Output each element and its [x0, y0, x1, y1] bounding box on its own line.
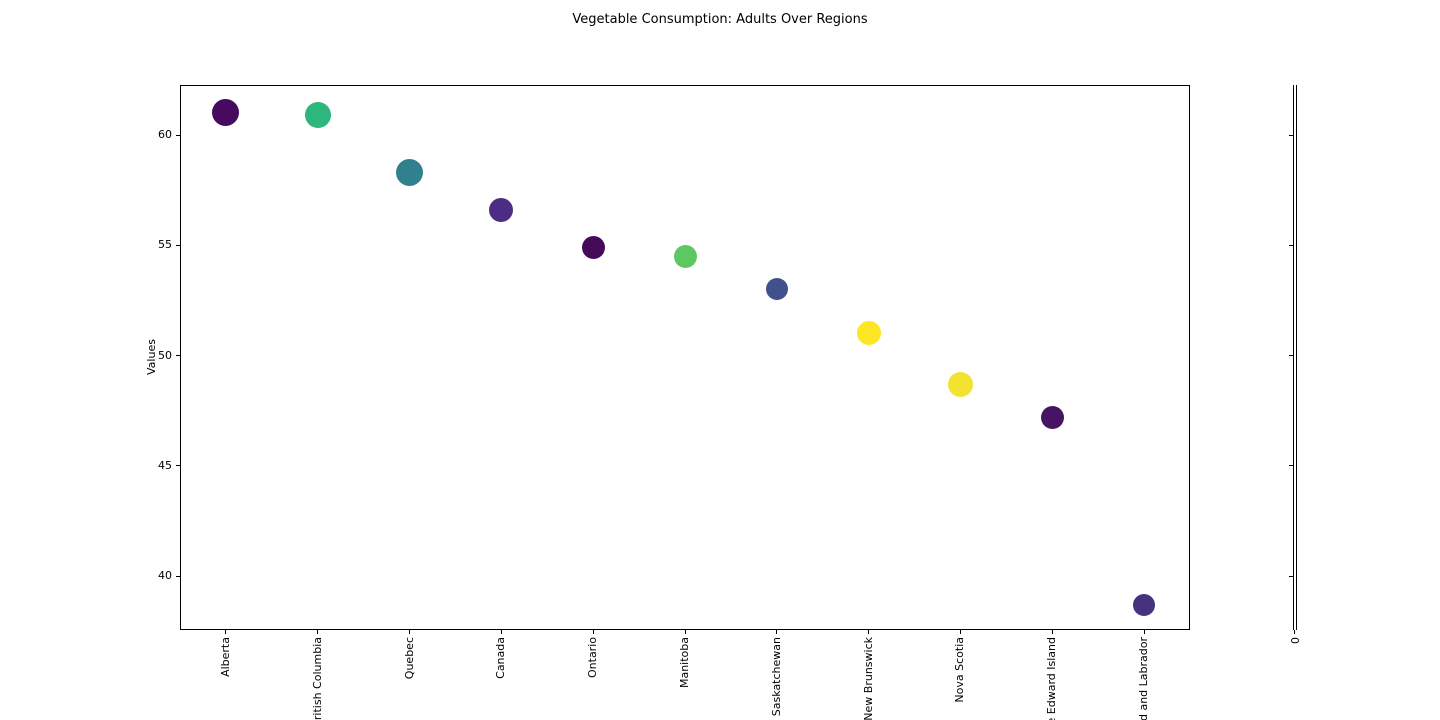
x-tick-mark — [1051, 630, 1053, 634]
x-tick-mark — [868, 630, 870, 634]
data-point-british-columbia — [304, 102, 331, 129]
secondary-axis — [1293, 85, 1297, 630]
secondary-axis-tick-mark — [1289, 465, 1293, 467]
x-tick-label: Ontario — [586, 637, 600, 678]
x-tick-mark — [592, 630, 594, 634]
data-point-saskatchewan — [765, 278, 788, 301]
x-tick-mark — [776, 630, 778, 634]
x-tick-label: Saskatchewan — [769, 637, 783, 717]
x-tick-mark — [1143, 630, 1145, 634]
x-tick-label: Manitoba — [678, 637, 691, 689]
secondary-axis-tick-mark — [1289, 134, 1293, 136]
secondary-axis-bottom-tick-mark — [1294, 630, 1295, 634]
data-point-canada — [489, 197, 514, 222]
data-point-manitoba — [673, 244, 697, 268]
x-tick-mark — [225, 630, 227, 634]
x-tick-label: Quebec — [402, 637, 416, 680]
y-tick-mark — [176, 134, 180, 136]
y-tick-mark — [176, 244, 180, 246]
data-point-alberta — [212, 99, 240, 127]
y-tick-label: 60 — [158, 128, 172, 141]
x-tick-mark — [317, 630, 319, 634]
data-point-newfoundland-and-labrador — [1133, 593, 1156, 616]
data-point-ontario — [581, 235, 605, 259]
x-tick-label: New Brunswick — [861, 637, 875, 720]
data-point-nova-scotia — [947, 371, 973, 397]
plot-area — [180, 85, 1190, 630]
y-tick-label: 40 — [158, 569, 172, 582]
data-point-prince-edward-island — [1040, 405, 1064, 429]
y-tick-label: 45 — [158, 458, 172, 472]
x-tick-label: Canada — [494, 637, 508, 679]
secondary-axis-tick-mark — [1289, 355, 1293, 356]
chart-title: Vegetable Consumption: Adults Over Regio… — [572, 12, 868, 27]
y-tick-label: 55 — [158, 238, 172, 252]
y-tick-mark — [176, 465, 180, 467]
x-tick-label: Alberta — [218, 637, 232, 677]
x-tick-label: Newfoundland and Labrador — [1137, 637, 1151, 720]
x-tick-mark — [500, 630, 502, 634]
y-tick-mark — [176, 355, 180, 356]
x-tick-mark — [959, 630, 961, 634]
y-tick-label: 50 — [158, 348, 172, 362]
x-tick-mark — [684, 630, 686, 634]
y-tick-mark — [176, 575, 180, 577]
data-point-quebec — [396, 158, 424, 186]
secondary-axis-tick-mark — [1289, 575, 1293, 577]
secondary-axis-tick-mark — [1289, 244, 1293, 246]
x-tick-label: Nova Scotia — [953, 637, 967, 703]
x-tick-label: British Columbia — [310, 637, 324, 720]
x-tick-label: Prince Edward Island — [1045, 637, 1059, 720]
data-point-new-brunswick — [856, 321, 881, 346]
x-tick-mark — [409, 630, 411, 634]
secondary-axis-tick-label: 0 — [1289, 637, 1302, 644]
